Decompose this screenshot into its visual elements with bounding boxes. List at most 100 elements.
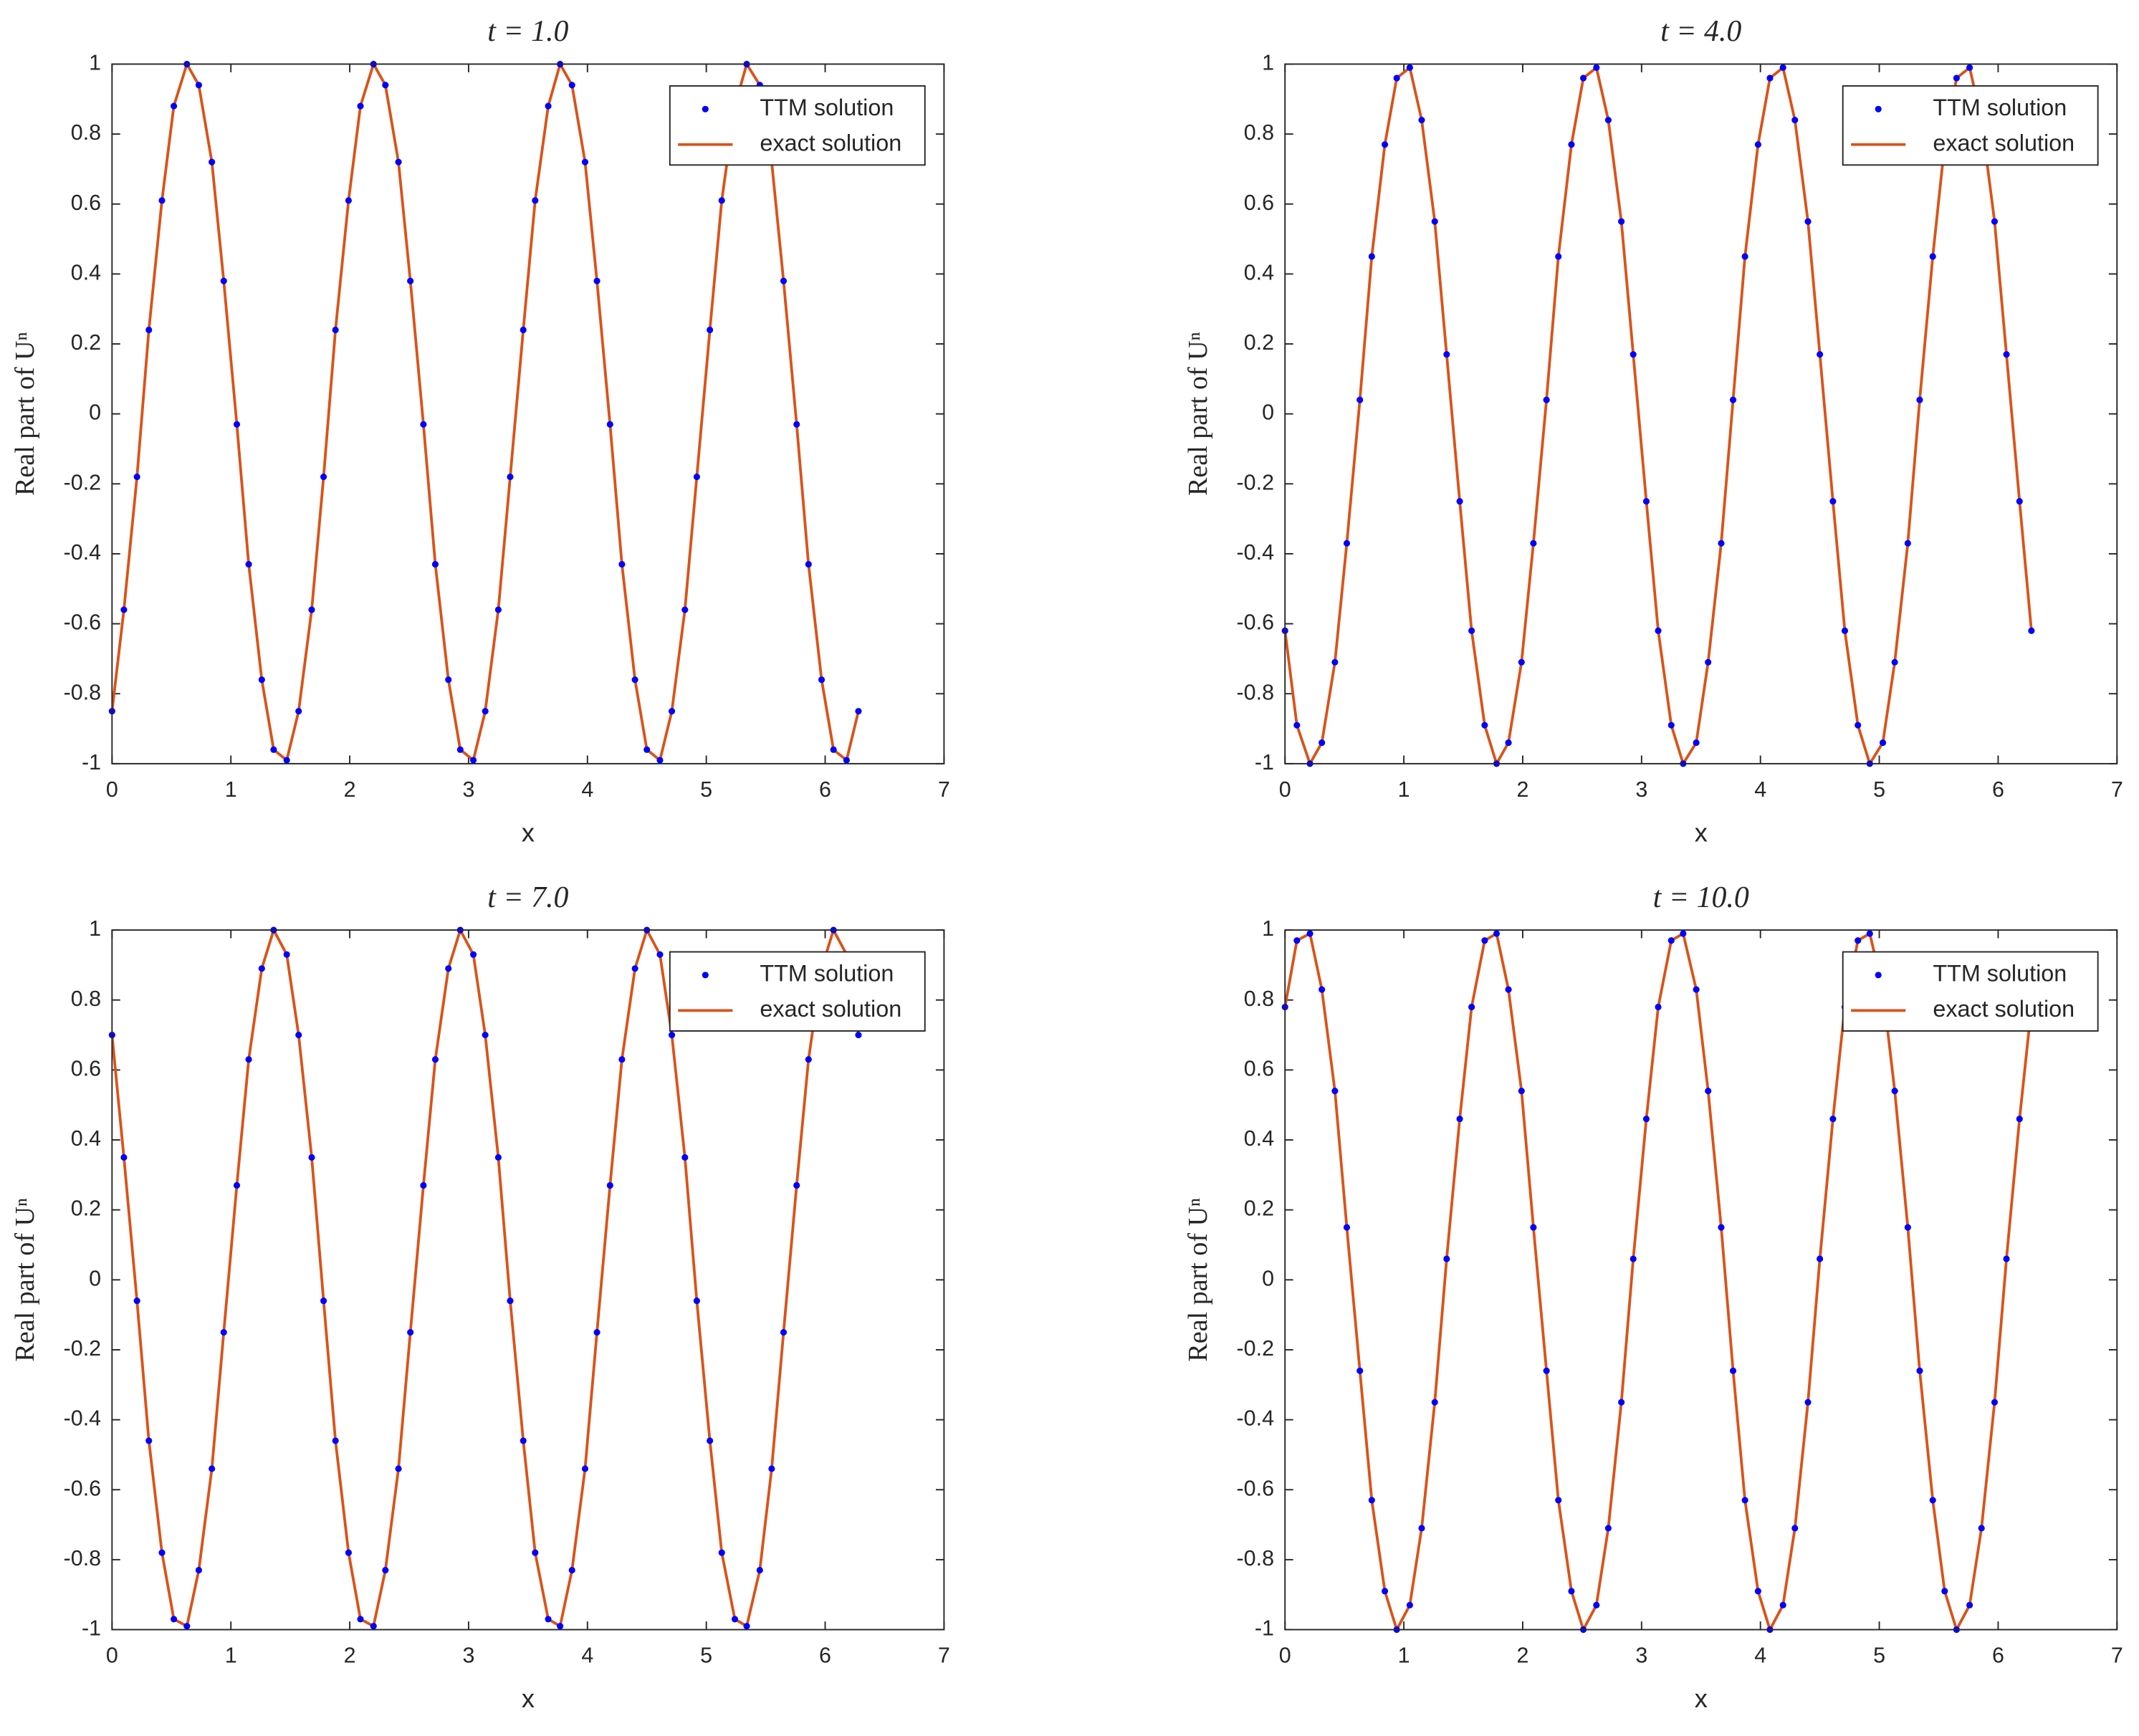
data-point bbox=[120, 606, 128, 613]
data-point bbox=[855, 1032, 862, 1039]
data-point bbox=[270, 746, 277, 753]
y-tick-label: -1 bbox=[82, 750, 101, 775]
axes-frame bbox=[111, 63, 945, 764]
data-point bbox=[1456, 498, 1463, 505]
data-point bbox=[1817, 351, 1824, 358]
legend-label: TTM solution bbox=[760, 95, 894, 120]
data-point bbox=[568, 82, 575, 89]
data-point bbox=[1667, 937, 1675, 944]
data-point bbox=[1667, 721, 1675, 729]
data-point bbox=[2003, 1255, 2010, 1262]
data-point bbox=[1929, 1497, 1936, 1504]
data-point bbox=[532, 1549, 539, 1556]
data-point bbox=[1705, 658, 1712, 666]
data-point bbox=[545, 1616, 552, 1623]
data-point bbox=[793, 421, 800, 428]
x-tick-label: 6 bbox=[819, 1644, 831, 1668]
data-point bbox=[1555, 253, 1562, 260]
data-point bbox=[1766, 75, 1774, 82]
data-point bbox=[1791, 117, 1799, 124]
data-point bbox=[2016, 498, 2023, 505]
y-tick-label: -0.8 bbox=[64, 1546, 101, 1570]
legend-marker bbox=[702, 105, 709, 112]
data-point bbox=[2028, 627, 2035, 634]
y-tick-label: -0.6 bbox=[1237, 1476, 1274, 1500]
y-tick-label: 0.8 bbox=[1244, 987, 1274, 1011]
data-point bbox=[245, 561, 252, 568]
x-tick-label: 3 bbox=[1635, 1644, 1647, 1668]
data-point bbox=[1991, 218, 1999, 225]
legend-box bbox=[669, 951, 926, 1032]
data-point bbox=[1418, 1525, 1425, 1532]
data-point bbox=[220, 277, 227, 284]
data-point bbox=[1916, 396, 1923, 403]
data-point bbox=[1356, 1367, 1364, 1374]
y-tick-label: -0.2 bbox=[1237, 1336, 1274, 1361]
data-point bbox=[1966, 64, 1973, 71]
data-point bbox=[1593, 64, 1600, 71]
legend-label: exact solution bbox=[760, 996, 901, 1022]
data-point bbox=[1293, 721, 1301, 729]
y-tick-label: -0.2 bbox=[1237, 470, 1274, 494]
y-tick-label: -0.6 bbox=[64, 1476, 101, 1500]
data-point bbox=[395, 1465, 402, 1472]
data-point bbox=[1929, 253, 1936, 260]
plot-area bbox=[112, 930, 944, 1630]
data-point bbox=[1642, 1116, 1650, 1123]
y-tick-label: 1 bbox=[1262, 916, 1274, 941]
x-tick-label: 7 bbox=[2111, 777, 2123, 802]
data-point bbox=[220, 1328, 227, 1336]
data-point bbox=[1543, 1367, 1550, 1374]
y-axis-label: Real part of Uⁿ bbox=[10, 1198, 40, 1362]
data-point bbox=[370, 1623, 377, 1630]
data-point bbox=[258, 676, 265, 684]
y-axis-label: Real part of Uⁿ bbox=[1183, 1198, 1213, 1362]
data-point bbox=[1779, 64, 1786, 71]
data-point bbox=[830, 746, 837, 753]
y-axis-label: Real part of Uⁿ bbox=[10, 332, 40, 496]
data-point bbox=[158, 197, 166, 204]
data-point bbox=[332, 326, 339, 334]
legend-label: exact solution bbox=[1933, 996, 2075, 1022]
x-axis-label: x bbox=[1695, 1684, 1708, 1713]
data-point bbox=[407, 277, 414, 284]
data-point bbox=[631, 965, 638, 972]
data-point bbox=[233, 1181, 241, 1189]
data-point bbox=[718, 1549, 725, 1556]
data-point bbox=[482, 708, 489, 715]
data-point bbox=[1855, 721, 1862, 729]
data-point bbox=[1804, 1399, 1812, 1406]
data-point bbox=[1618, 218, 1625, 225]
data-point bbox=[1729, 1367, 1737, 1374]
y-tick-label: 1 bbox=[89, 916, 101, 941]
data-point bbox=[818, 676, 826, 684]
y-tick-label: -0.4 bbox=[64, 540, 102, 565]
data-point bbox=[756, 1566, 763, 1574]
x-tick-label: 0 bbox=[1279, 777, 1291, 802]
y-tick-label: 0 bbox=[89, 401, 101, 425]
data-point bbox=[382, 1566, 389, 1574]
data-point bbox=[1368, 1497, 1375, 1504]
data-point bbox=[1505, 986, 1512, 993]
data-point bbox=[718, 197, 725, 204]
x-tick-label: 4 bbox=[581, 777, 593, 802]
data-point bbox=[120, 1154, 128, 1161]
data-point bbox=[283, 951, 290, 958]
data-point bbox=[295, 708, 302, 715]
data-point bbox=[693, 473, 700, 481]
data-point bbox=[1530, 1224, 1537, 1231]
data-point bbox=[805, 1056, 812, 1063]
data-point bbox=[1593, 1601, 1600, 1608]
x-tick-label: 5 bbox=[1873, 1644, 1885, 1668]
data-point bbox=[1468, 1003, 1475, 1011]
data-point bbox=[420, 421, 427, 428]
data-point bbox=[1953, 75, 1960, 82]
chart-title: t = 7.0 bbox=[487, 881, 568, 914]
data-point bbox=[1891, 658, 1898, 666]
x-tick-label: 5 bbox=[1873, 777, 1885, 802]
data-point bbox=[805, 561, 812, 568]
data-point bbox=[145, 326, 153, 334]
data-point bbox=[209, 1465, 216, 1472]
data-point bbox=[1481, 721, 1488, 729]
